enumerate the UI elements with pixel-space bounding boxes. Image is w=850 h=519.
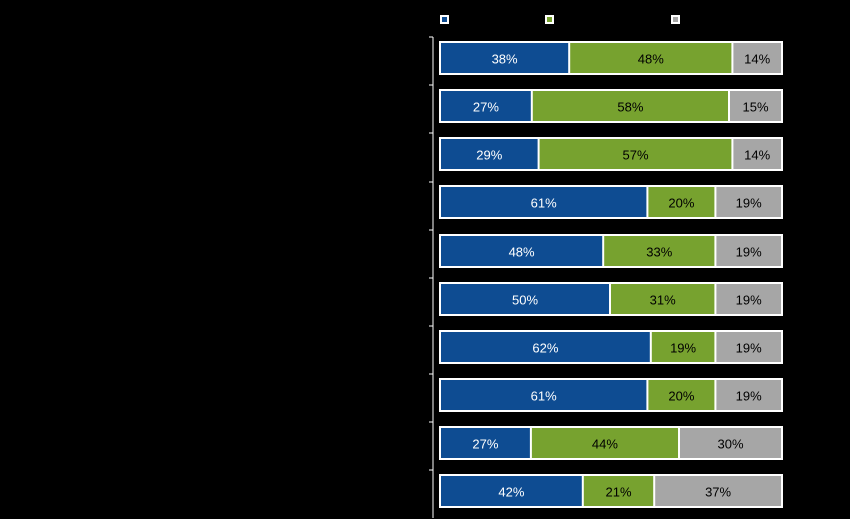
data-label: 30%: [717, 437, 743, 452]
bar-segment-1: [441, 91, 531, 121]
bar-row-6: 50% 31% 19%: [439, 282, 783, 316]
data-label: 14%: [744, 52, 770, 67]
data-label: 33%: [646, 245, 672, 260]
data-label: 50%: [512, 293, 538, 308]
bar-segment-1: [441, 428, 530, 458]
bar-row-5: 48% 33% 19%: [439, 234, 783, 268]
bar-segment-2: [539, 139, 732, 169]
data-label: 27%: [472, 437, 498, 452]
bars: 38% 48% 14%27% 58% 15%29% 57% 14%61% 20% 19%48% 3…: [439, 41, 783, 508]
data-label: 19%: [670, 341, 696, 356]
data-label: 57%: [622, 148, 648, 163]
bar-segment-3: [716, 332, 781, 362]
bar-segment-2: [648, 187, 715, 217]
bar-segment-1: [441, 139, 538, 169]
bar-row-2: 27% 58% 15%: [439, 89, 783, 123]
bar-segment-3: [716, 187, 781, 217]
bar-segment-1: [441, 43, 569, 73]
data-label: 48%: [509, 245, 535, 260]
bar-segment-2: [532, 91, 728, 121]
data-label: 58%: [617, 100, 643, 115]
data-label: 19%: [736, 245, 762, 260]
bar-row-3: 29% 57% 14%: [439, 137, 783, 171]
bar-segment-3: [733, 139, 781, 169]
data-label: 38%: [492, 52, 518, 67]
data-label: 20%: [668, 196, 694, 211]
legend-marker-2: [547, 17, 552, 22]
bar-segment-2: [648, 380, 715, 410]
bar-segment-3: [716, 236, 781, 266]
data-label: 19%: [736, 389, 762, 404]
data-label: 14%: [744, 148, 770, 163]
legend: [440, 15, 680, 24]
bar-row-4: 61% 20% 19%: [439, 185, 783, 219]
bar-segment-2: [604, 236, 715, 266]
bar-segment-3: [716, 284, 781, 314]
data-label: 31%: [650, 293, 676, 308]
bar-segment-3: [655, 476, 781, 506]
bar-segment-3: [730, 91, 781, 121]
data-label: 21%: [605, 485, 631, 500]
bar-segment-2: [531, 428, 679, 458]
bar-row-7: 62% 19% 19%: [439, 330, 783, 364]
bar-segment-1: [441, 284, 609, 314]
bar-segment-2: [583, 476, 654, 506]
bar-segment-2: [651, 332, 715, 362]
data-label: 27%: [473, 100, 499, 115]
bar-row-8: 61% 20% 19%: [439, 378, 783, 412]
data-label: 19%: [736, 293, 762, 308]
data-label: 48%: [638, 52, 664, 67]
bar-row-10: 42% 21% 37%: [439, 474, 783, 508]
bar-segment-1: [441, 332, 650, 362]
data-label: 61%: [531, 196, 557, 211]
data-label: 15%: [742, 100, 768, 115]
data-label: 62%: [532, 341, 558, 356]
bar-segment-3: [716, 380, 781, 410]
data-label: 44%: [592, 437, 618, 452]
bar-segment-1: [441, 476, 582, 506]
data-label: 19%: [736, 196, 762, 211]
bar-segment-1: [441, 236, 603, 266]
data-label: 20%: [668, 389, 694, 404]
bar-segment-3: [733, 43, 781, 73]
data-label: 29%: [476, 148, 502, 163]
bar-segment-3: [680, 428, 781, 458]
legend-marker-3: [673, 17, 678, 22]
data-label: 61%: [531, 389, 557, 404]
bar-row-9: 27% 44% 30%: [439, 426, 783, 460]
bar-segment-1: [441, 380, 647, 410]
data-label: 19%: [736, 341, 762, 356]
data-label: 37%: [705, 485, 731, 500]
category-axis: [429, 36, 434, 518]
legend-marker-1: [442, 17, 447, 22]
bar-segment-1: [441, 187, 647, 217]
bar-row-1: 38% 48% 14%: [439, 41, 783, 75]
bar-segment-2: [611, 284, 715, 314]
bar-segment-2: [570, 43, 732, 73]
data-label: 42%: [498, 485, 524, 500]
